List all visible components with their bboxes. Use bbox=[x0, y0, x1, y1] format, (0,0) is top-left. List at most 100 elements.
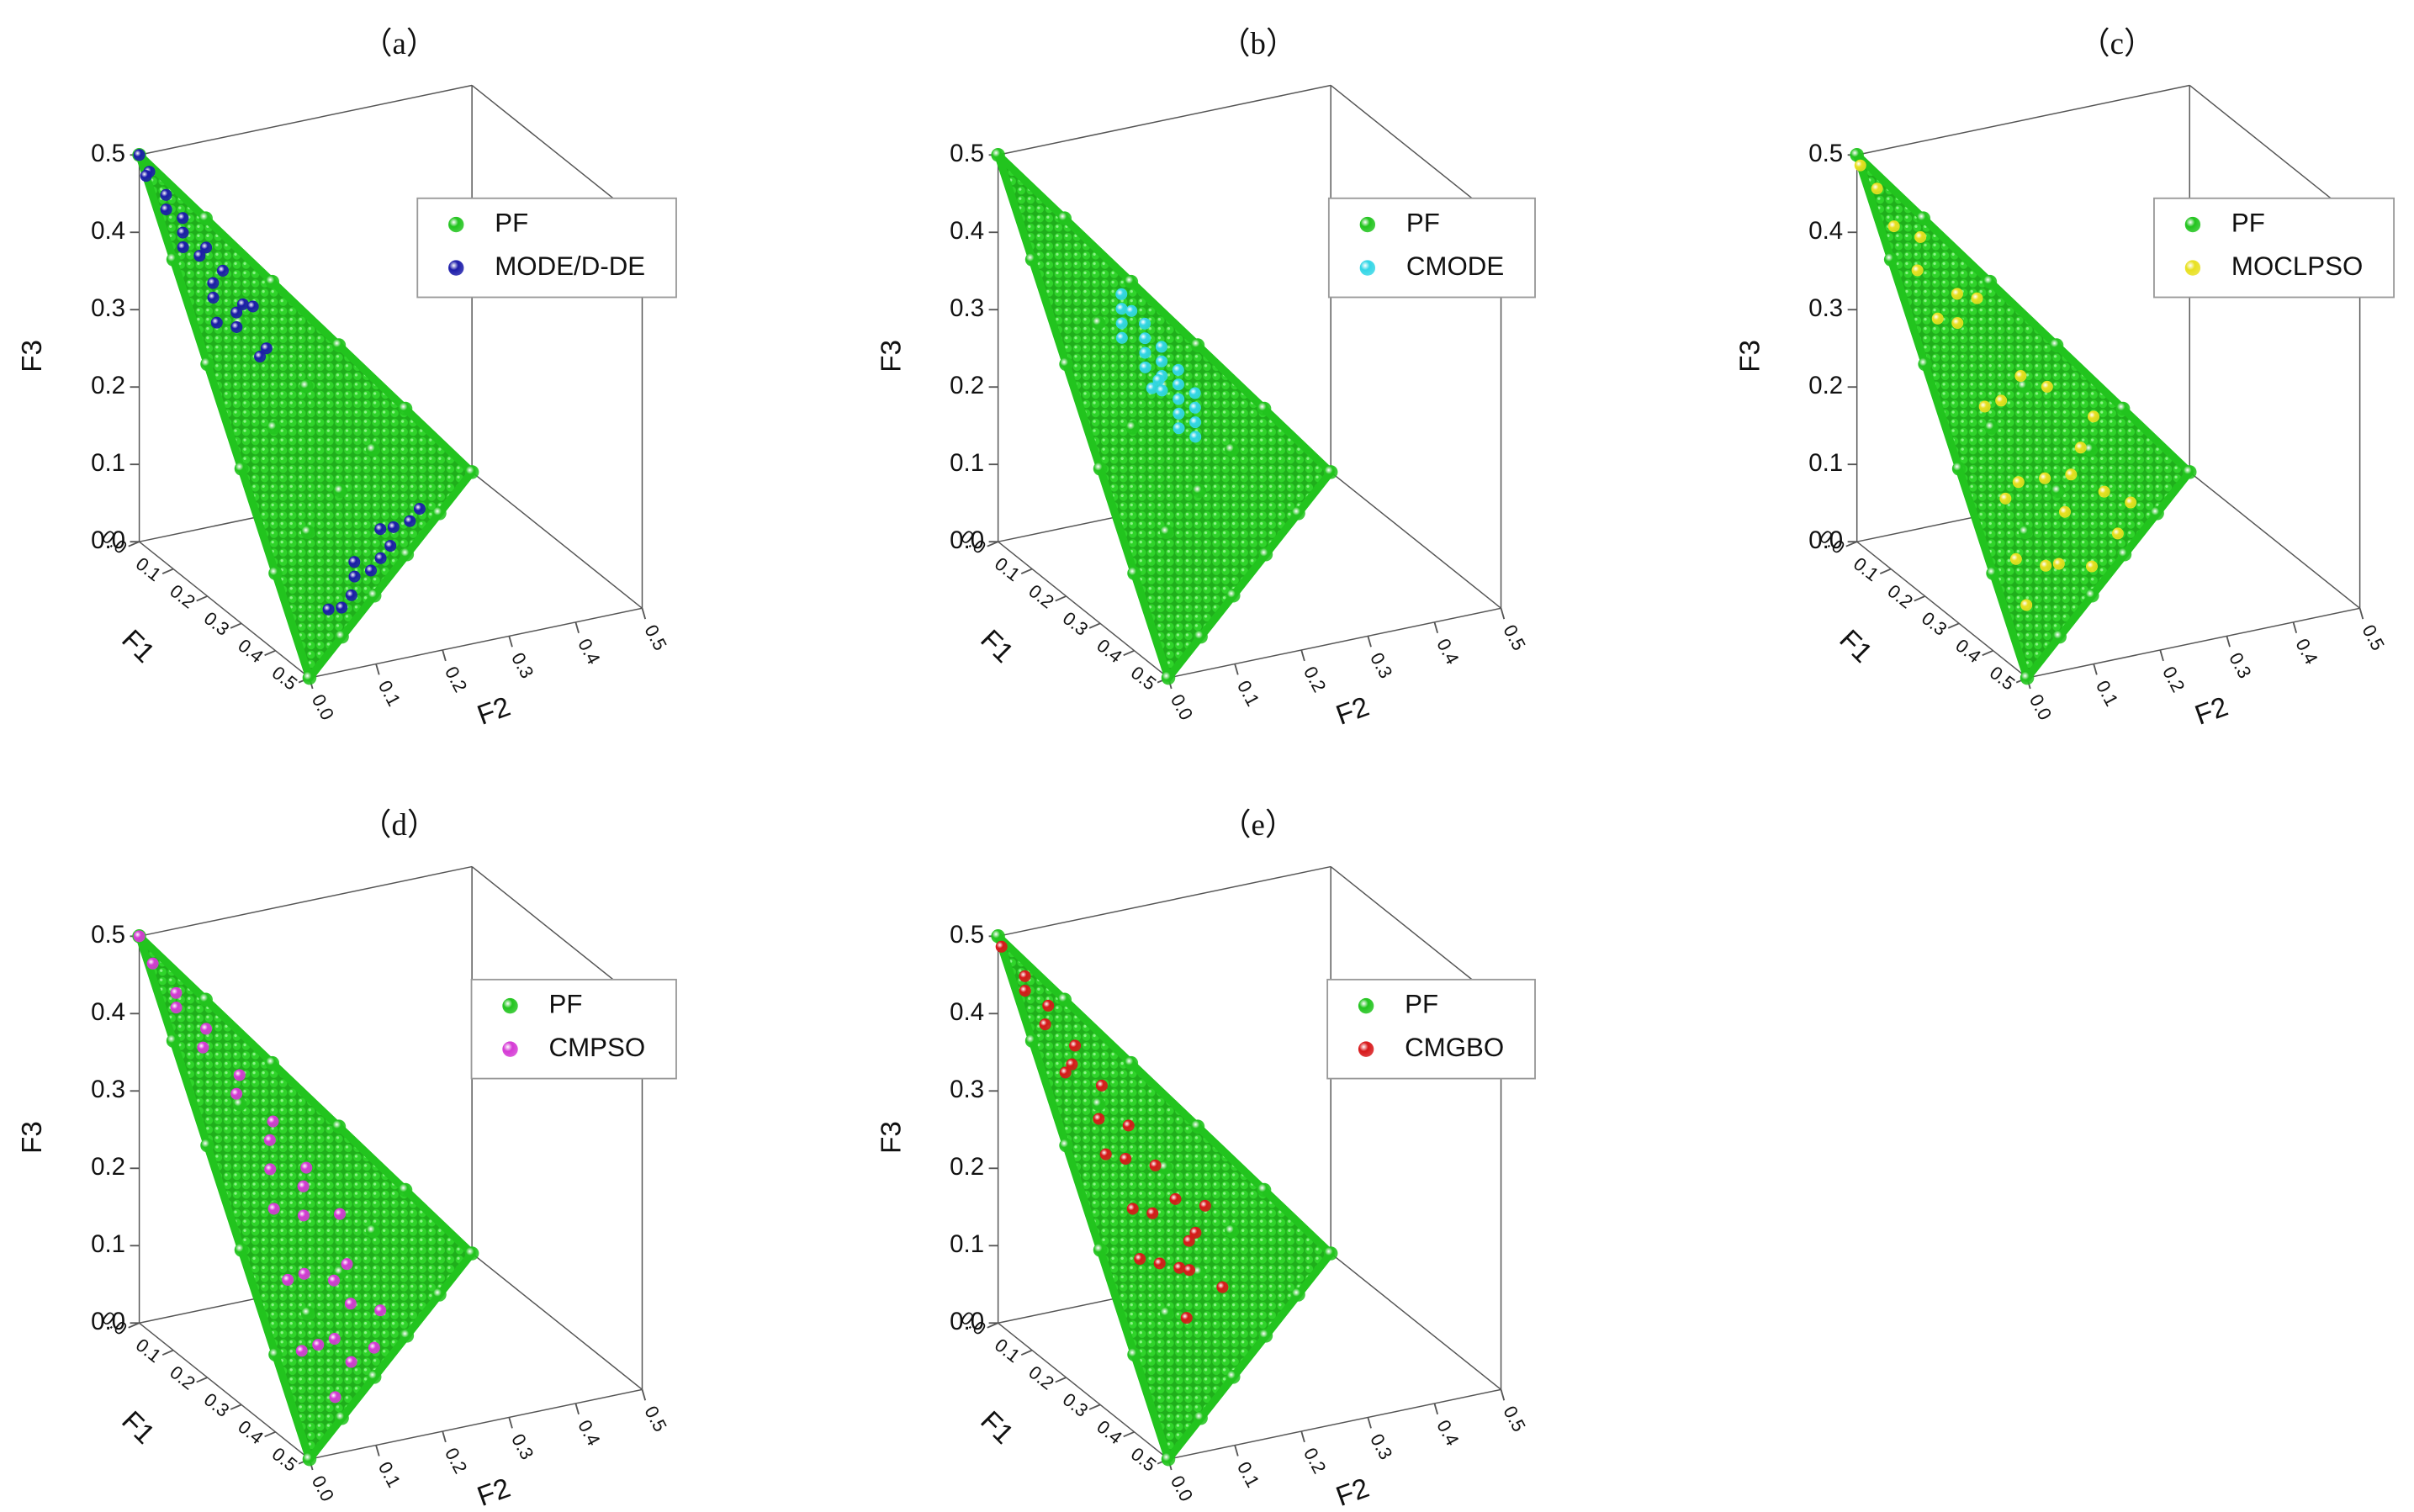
box-edge bbox=[139, 84, 473, 156]
y-tick-label: 0.5 bbox=[640, 1403, 670, 1435]
solution-point bbox=[246, 300, 259, 313]
front-point bbox=[1091, 1097, 1106, 1112]
y-tick bbox=[2226, 636, 2231, 648]
y-tick bbox=[1234, 663, 1239, 675]
legend-label: CMPSO bbox=[549, 1033, 646, 1062]
solution-point bbox=[1099, 1148, 1112, 1160]
solution-point bbox=[1911, 264, 1924, 277]
y-tick-label: 0.4 bbox=[1432, 635, 1463, 668]
solution-point bbox=[1139, 361, 1151, 373]
legend: PF CMGBO bbox=[1326, 978, 1536, 1080]
box-edge bbox=[309, 1388, 643, 1460]
x-tick bbox=[196, 1377, 208, 1383]
solution-point bbox=[2040, 559, 2052, 572]
solution-point bbox=[200, 1023, 213, 1035]
solution-point bbox=[1153, 1257, 1166, 1270]
front-point bbox=[1192, 1265, 1207, 1280]
y-axis-label: F2 bbox=[1332, 691, 1374, 732]
x-tick bbox=[1055, 1377, 1067, 1383]
solution-point bbox=[1069, 1039, 1082, 1052]
solution-point bbox=[1134, 1253, 1146, 1266]
front-point bbox=[398, 401, 413, 416]
solution-point bbox=[1093, 1113, 1105, 1125]
solution-point bbox=[368, 1341, 380, 1354]
y-tick bbox=[2292, 621, 2298, 633]
front-point bbox=[1159, 1306, 1174, 1321]
solution-point bbox=[1914, 230, 1927, 243]
legend-box bbox=[1327, 197, 1536, 299]
z-tick-label: 0.1 bbox=[91, 449, 125, 477]
solution-point bbox=[297, 1209, 310, 1222]
y-tick bbox=[641, 608, 647, 620]
y-tick-label: 0.0 bbox=[1167, 691, 1197, 724]
solution-point bbox=[210, 316, 223, 329]
z-tick-label: 0.2 bbox=[91, 372, 125, 399]
y-tick-label: 0.5 bbox=[1499, 621, 1529, 654]
front-point bbox=[1323, 1246, 1338, 1261]
front-point bbox=[300, 1306, 315, 1321]
front-point bbox=[1127, 566, 1141, 581]
front-point bbox=[200, 357, 214, 372]
front-point bbox=[1225, 1224, 1239, 1239]
front-point bbox=[367, 1370, 382, 1384]
solution-point bbox=[1854, 159, 1866, 172]
z-tick-label: 0.0 bbox=[1808, 526, 1843, 554]
x-axis-label: F1 bbox=[115, 1405, 160, 1450]
front-point bbox=[1194, 629, 1208, 644]
solution-point bbox=[1146, 382, 1158, 394]
solution-point bbox=[1115, 303, 1128, 315]
x-tick bbox=[1914, 595, 1926, 602]
solution-point bbox=[1115, 331, 1128, 344]
front-point bbox=[1161, 670, 1176, 685]
solution-point bbox=[1189, 431, 1202, 443]
solution-point bbox=[312, 1339, 325, 1351]
solution-point bbox=[1095, 1079, 1108, 1092]
solution-point bbox=[1120, 1152, 1132, 1165]
front-point bbox=[400, 1329, 415, 1343]
z-tick-label: 0.4 bbox=[950, 998, 984, 1026]
panel: 0.00.10.20.30.40.50.00.10.20.30.40.50.0 0… bbox=[17, 807, 677, 1512]
legend-box bbox=[416, 197, 677, 299]
solution-point bbox=[1931, 312, 1944, 325]
front-point bbox=[991, 147, 1005, 162]
front-point bbox=[1125, 420, 1140, 435]
solution-point bbox=[2111, 527, 2124, 540]
y-tick bbox=[574, 621, 580, 633]
solution-point bbox=[1971, 292, 1983, 304]
solution-point bbox=[300, 1161, 313, 1174]
y-tick-label: 0.1 bbox=[1233, 1458, 1263, 1491]
solution-point bbox=[254, 351, 267, 363]
front-point bbox=[1850, 147, 1864, 162]
z-axis-label: F3 bbox=[17, 1121, 48, 1154]
y-tick-label: 0.3 bbox=[1366, 649, 1396, 682]
front-point bbox=[1257, 401, 1272, 416]
front-point bbox=[1194, 1410, 1208, 1425]
front-point bbox=[302, 670, 317, 685]
front-point bbox=[1916, 211, 1931, 225]
front-point bbox=[300, 525, 315, 540]
solution-point bbox=[1173, 422, 1185, 435]
z-axis-label: F3 bbox=[17, 340, 48, 373]
box-edge bbox=[1330, 471, 1502, 609]
x-tick bbox=[1879, 568, 1892, 574]
solution-point bbox=[1042, 999, 1055, 1012]
y-tick-label: 0.3 bbox=[2225, 649, 2255, 682]
z-axis-label: F3 bbox=[876, 1121, 907, 1154]
z-tick-label: 0.1 bbox=[950, 1230, 984, 1258]
legend: PF MODE/D-DE bbox=[416, 197, 677, 299]
solution-point bbox=[295, 1345, 308, 1357]
x-tick bbox=[1088, 622, 1101, 629]
solution-point bbox=[328, 1333, 341, 1345]
y-tick-label: 0.0 bbox=[2025, 691, 2056, 724]
y-tick-label: 0.2 bbox=[1300, 1444, 1330, 1477]
solution-point bbox=[348, 556, 361, 568]
solution-point bbox=[160, 204, 172, 216]
box-edge bbox=[309, 607, 643, 679]
y-tick bbox=[1433, 621, 1439, 633]
y-tick bbox=[574, 1403, 580, 1415]
solution-point bbox=[146, 957, 159, 970]
legend: PF MOCLPSO bbox=[2153, 197, 2395, 299]
legend-marker bbox=[1358, 997, 1374, 1014]
front-point bbox=[1291, 506, 1305, 521]
